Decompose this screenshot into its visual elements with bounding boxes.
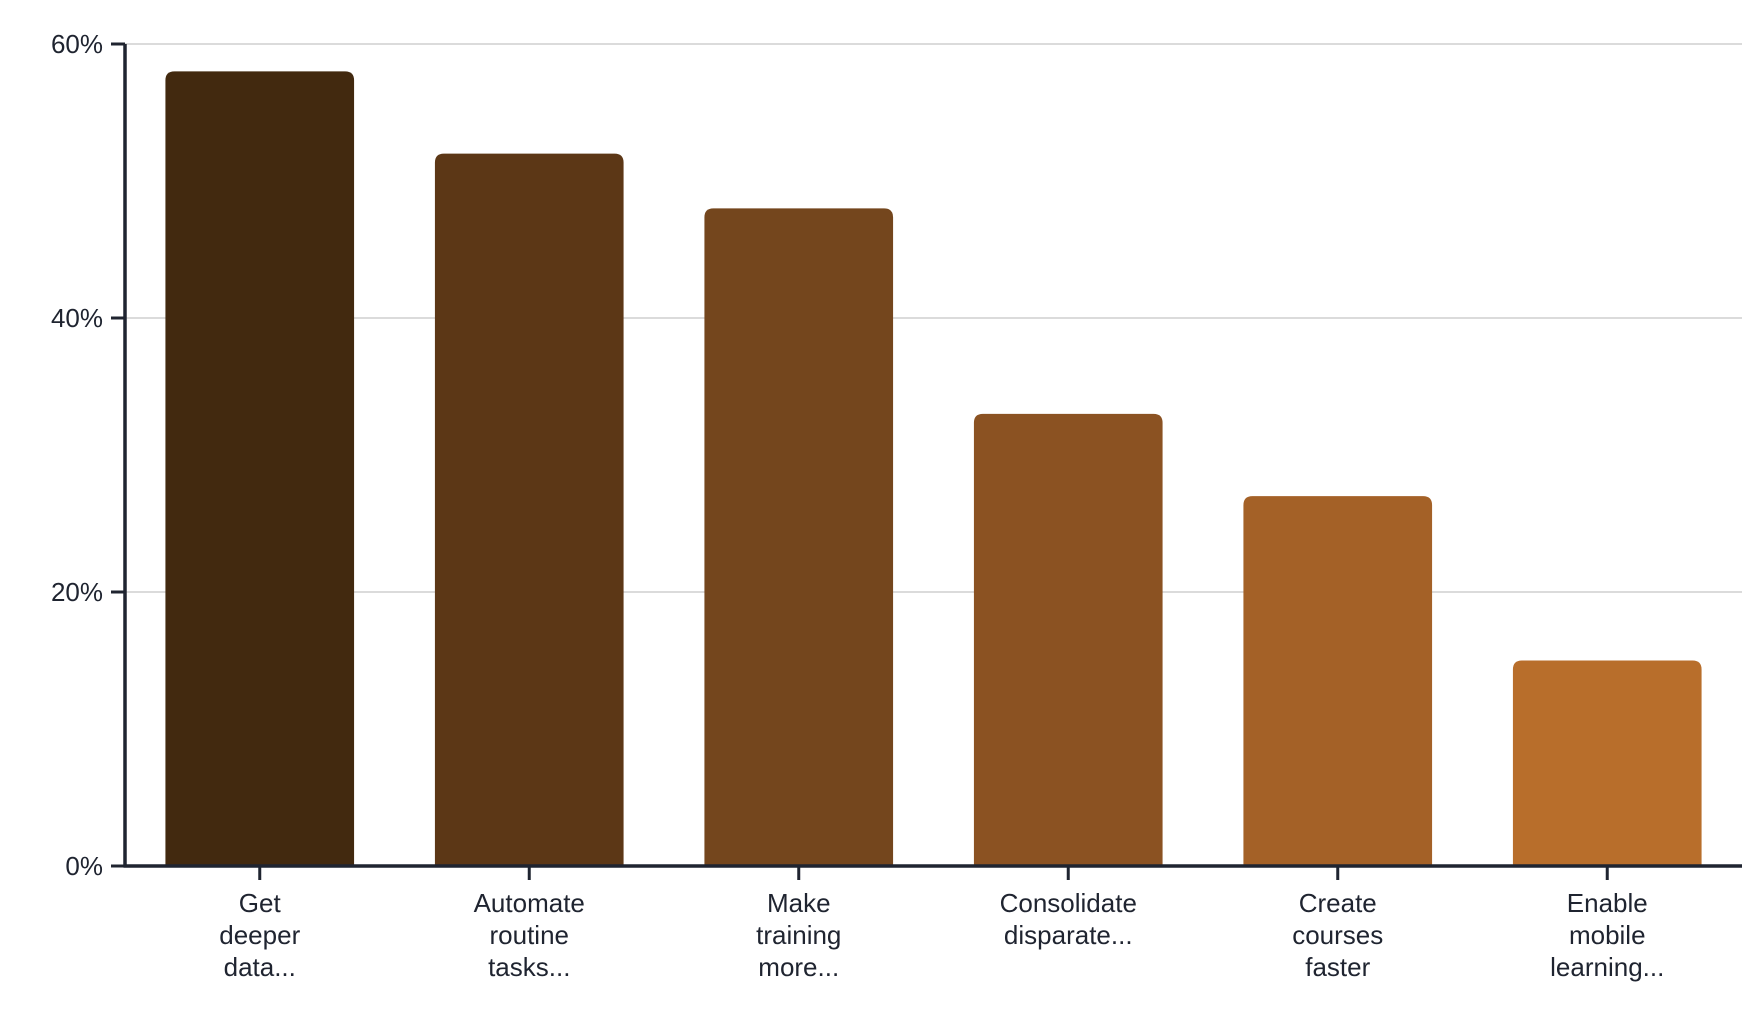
bar xyxy=(704,208,894,866)
grid-lines xyxy=(125,43,1742,593)
x-tick-label: Enable mobile learning... xyxy=(1550,888,1664,982)
bar xyxy=(165,71,355,866)
x-tick-label: Consolidate disparate... xyxy=(1000,888,1137,950)
x-tick-label: Create courses faster xyxy=(1292,888,1383,982)
bar xyxy=(434,153,624,867)
labels: 0% 20% 40% 60% Get deeper data... Automate routi… xyxy=(51,29,1664,982)
bar xyxy=(973,413,1163,866)
x-tick-label: Automate routine tasks... xyxy=(474,888,585,982)
y-tick-label: 40% xyxy=(51,303,103,333)
x-tick-label: Get deeper data... xyxy=(219,888,300,982)
y-tick-label: 60% xyxy=(51,29,103,59)
bar xyxy=(1512,660,1702,866)
y-tick-label: 20% xyxy=(51,577,103,607)
y-tick-label: 0% xyxy=(65,851,103,881)
bars xyxy=(165,71,1702,867)
axes xyxy=(111,42,1742,880)
x-tick-label: Make training more... xyxy=(756,888,841,982)
bar xyxy=(1243,496,1433,866)
